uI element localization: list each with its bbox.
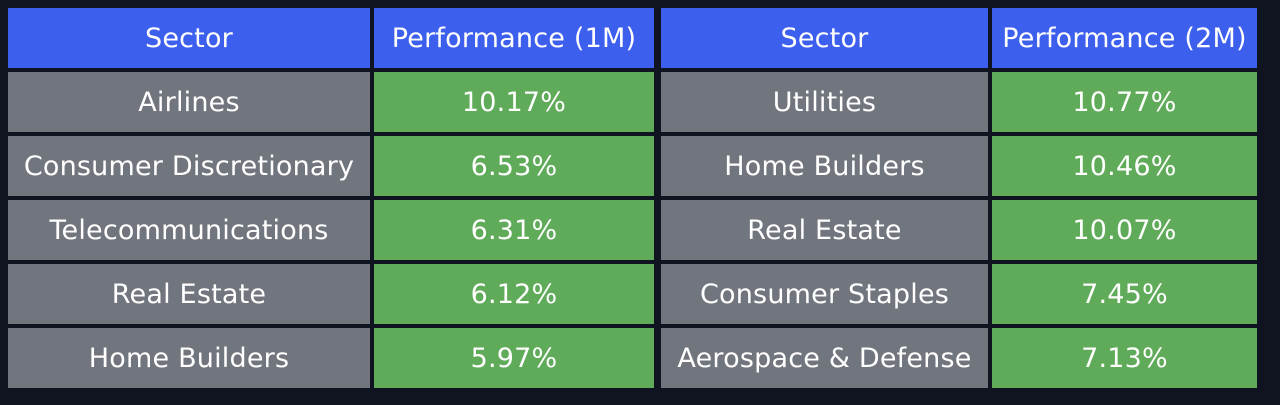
sector-cell: Real Estate	[8, 264, 370, 324]
sector-cell: Real Estate	[661, 200, 988, 260]
header-sector: Sector	[8, 8, 370, 68]
header-sector: Sector	[661, 8, 988, 68]
performance-cell: 10.07%	[992, 200, 1257, 260]
performance-cell: 5.97%	[374, 328, 654, 388]
sector-cell: Consumer Staples	[661, 264, 988, 324]
sector-cell: Aerospace & Defense	[661, 328, 988, 388]
sector-cell: Home Builders	[661, 136, 988, 196]
sector-cell: Utilities	[661, 72, 988, 132]
performance-cell: 10.77%	[992, 72, 1257, 132]
performance-cell: 10.46%	[992, 136, 1257, 196]
sector-cell: Airlines	[8, 72, 370, 132]
performance-cell: 6.53%	[374, 136, 654, 196]
sector-cell: Home Builders	[8, 328, 370, 388]
table-1m: Sector Performance (1M) Airlines 10.17% …	[8, 8, 654, 388]
performance-cell: 7.45%	[992, 264, 1257, 324]
sector-cell: Consumer Discretionary	[8, 136, 370, 196]
table-2m: Sector Performance (2M) Utilities 10.77%…	[661, 8, 1257, 388]
header-performance-1m: Performance (1M)	[374, 8, 654, 68]
performance-cell: 6.31%	[374, 200, 654, 260]
performance-cell: 10.17%	[374, 72, 654, 132]
sector-cell: Telecommunications	[8, 200, 370, 260]
header-performance-2m: Performance (2M)	[992, 8, 1257, 68]
performance-cell: 6.12%	[374, 264, 654, 324]
performance-cell: 7.13%	[992, 328, 1257, 388]
